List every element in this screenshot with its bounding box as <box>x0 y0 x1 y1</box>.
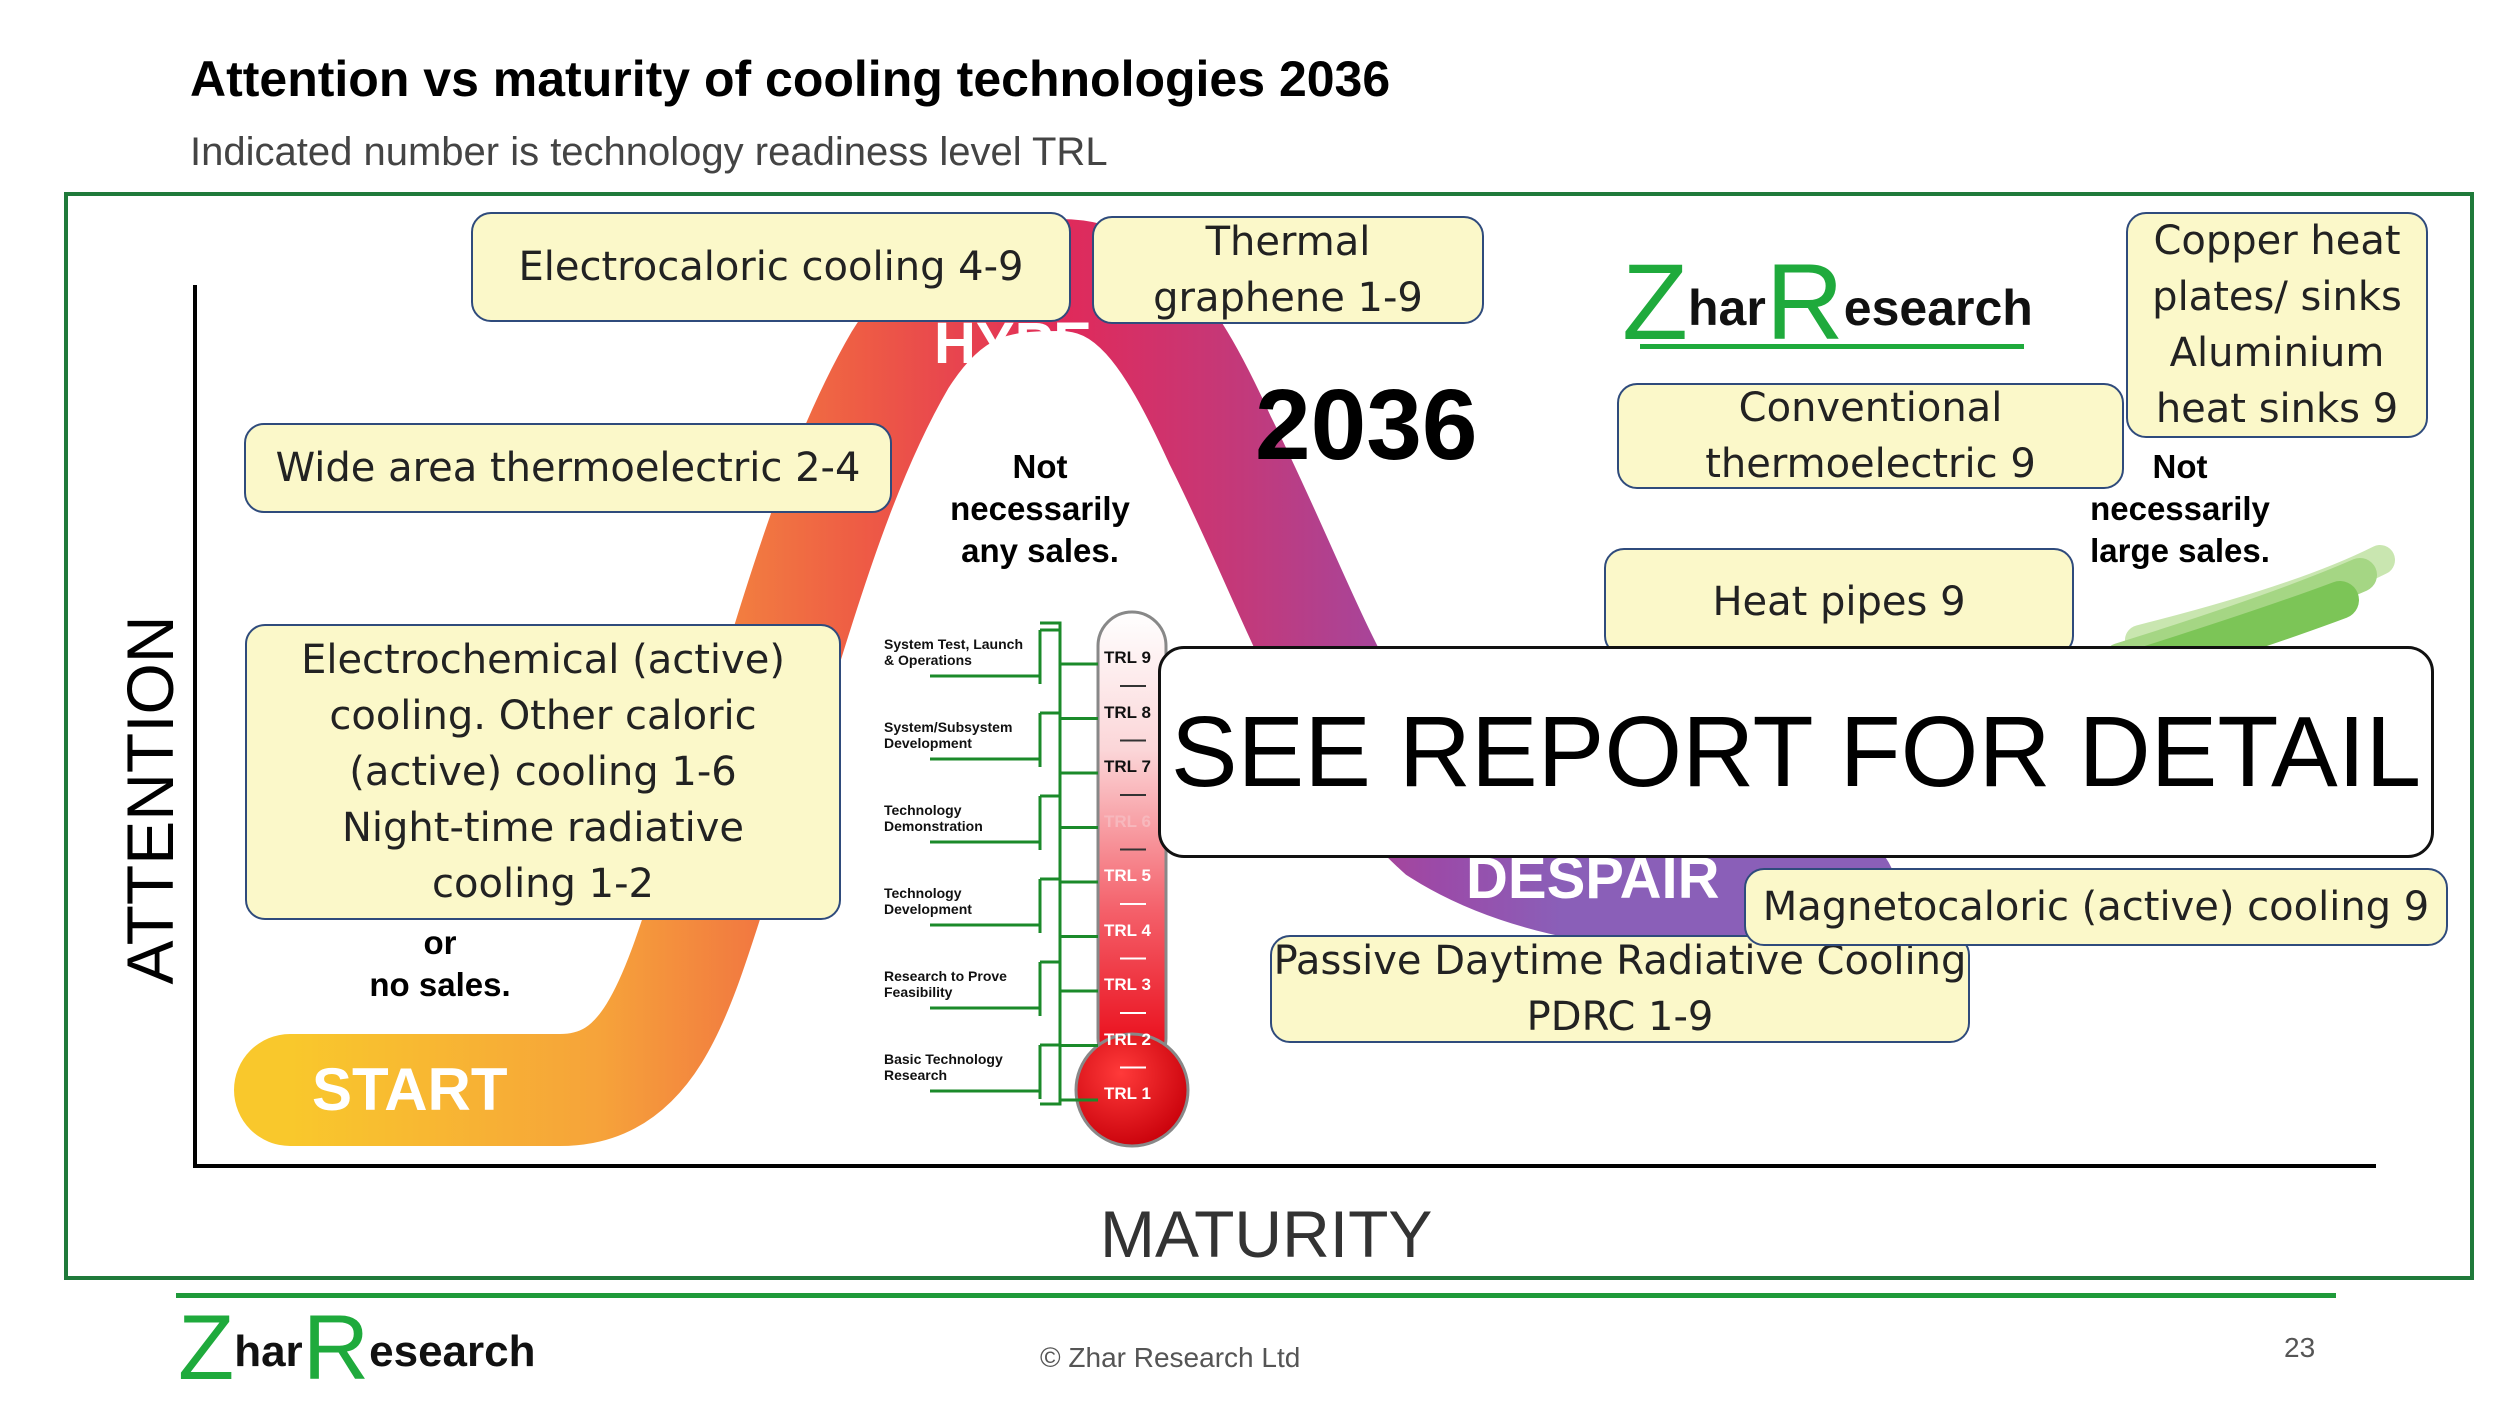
stage-start: START <box>312 1056 508 1123</box>
tech-copper-aluminium-heat-sinks: Copper heat plates/ sinks Aluminium heat… <box>2126 212 2428 438</box>
logo-z: Z <box>1622 241 1688 362</box>
trl-level-5: TRL 5 <box>1104 866 1151 885</box>
tech-thermal-graphene: Thermal graphene 1-9 <box>1092 216 1484 324</box>
footer-logo-z: Z <box>178 1297 235 1399</box>
trl-scale <box>1040 610 1190 1148</box>
zhar-logo-footer: Z har R esearch <box>178 1300 536 1396</box>
tech-pdrc: Passive Daytime Radiative Cooling PDRC 1… <box>1270 935 1970 1043</box>
tech-electrochemical-caloric-radiative: Electrochemical (active) cooling. Other … <box>245 624 841 920</box>
trl-stage-caption: Technology Development <box>884 885 972 917</box>
note-start-sales: or no sales. <box>369 924 511 1003</box>
y-axis-label: ATTENTION <box>113 615 187 985</box>
year-label: 2036 <box>1255 369 1478 481</box>
trl-stage-caption: System Test, Launch & Operations <box>884 636 1024 668</box>
trl-level-4: TRL 4 <box>1104 920 1151 940</box>
trl-level-9: TRL 9 <box>1104 648 1151 667</box>
trl-stage-caption: Basic Technology Research <box>884 1051 1003 1083</box>
page-number: 23 <box>2284 1332 2316 1363</box>
logo-underline <box>1640 344 2024 349</box>
trl-bracket <box>1040 621 1062 1106</box>
footer-logo-esearch: esearch <box>369 1327 536 1376</box>
footer-logo-har: har <box>234 1327 303 1376</box>
trl-level-2: TRL 2 <box>1104 1029 1151 1049</box>
trl-level-1: TRL 1 <box>1104 1084 1151 1103</box>
logo-esearch: esearch <box>1843 280 2033 336</box>
tech-magnetocaloric: Magnetocaloric (active) cooling 9 <box>1744 868 2448 946</box>
zhar-logo-diagram: Z har R esearch <box>1622 241 2033 362</box>
trl-level-7: TRL 7 <box>1104 757 1151 776</box>
logo-har: har <box>1687 280 1766 336</box>
thermometer-bulb <box>1074 1032 1190 1148</box>
logo-r: R <box>1765 241 1844 362</box>
tech-heat-pipes: Heat pipes 9 <box>1604 548 2074 656</box>
trl-stage-connector <box>930 1043 1060 1099</box>
diagram-frame <box>64 192 2474 1280</box>
note-late-sales: Not necessarily large sales. <box>2090 448 2270 569</box>
trl-level-3: TRL 3 <box>1104 975 1151 994</box>
trl-stage-connector <box>930 794 1060 850</box>
slide-title: Attention vs maturity of cooling technol… <box>190 51 1391 107</box>
trl-stage-connector <box>930 960 1060 1016</box>
tech-conventional-thermoelectric: Conventional thermoelectric 9 <box>1617 383 2124 489</box>
slide-subtitle: Indicated number is technology readiness… <box>190 130 1108 174</box>
thermometer-tube <box>1096 610 1168 1074</box>
tech-wide-area-thermoelectric: Wide area thermoelectric 2-4 <box>244 423 892 513</box>
trl-level-8: TRL 8 <box>1104 702 1151 722</box>
copyright-text: © Zhar Research Ltd <box>1040 1342 1301 1373</box>
trl-stage-connector <box>930 877 1060 933</box>
trl-stage-connector <box>930 711 1060 767</box>
footer-logo-r: R <box>302 1297 370 1399</box>
trl-stage-connector <box>930 628 1060 684</box>
trl-stage-caption: Research to Prove Feasibility <box>884 968 1007 1000</box>
x-axis-label: MATURITY <box>1100 1197 1433 1271</box>
tech-electrocaloric: Electrocaloric cooling 4-9 <box>471 212 1071 322</box>
footer-divider <box>176 1293 2336 1298</box>
note-hype-sales: Not necessarily any sales. <box>950 448 1130 569</box>
see-report-overlay: SEE REPORT FOR DETAIL <box>1158 646 2434 858</box>
trl-stage-caption: System/Subsystem Development <box>884 719 1013 751</box>
trl-level-6: TRL 6 <box>1104 811 1151 831</box>
trl-stage-caption: Technology Demonstration <box>884 802 983 834</box>
